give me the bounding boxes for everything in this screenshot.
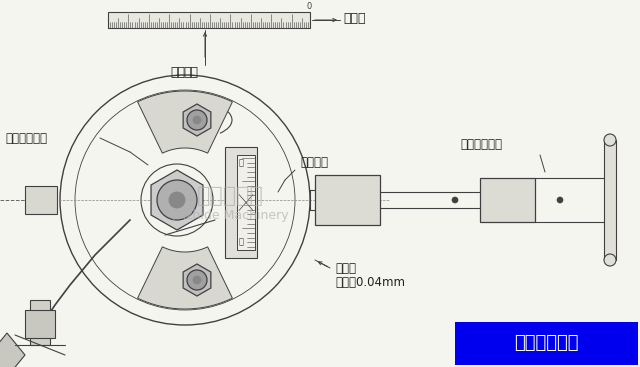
Text: 送距固定螺丝: 送距固定螺丝 (5, 131, 47, 145)
Circle shape (187, 110, 207, 130)
Bar (315, 175, 380, 225)
Circle shape (193, 276, 201, 284)
Text: 刻度环: 刻度环 (335, 262, 356, 275)
Text: 调整螺杆: 调整螺杆 (300, 156, 328, 168)
Circle shape (452, 197, 458, 203)
Text: Jinzhide Machinery: Jinzhide Machinery (171, 210, 289, 222)
Polygon shape (138, 91, 232, 153)
Bar (604, 140, 616, 260)
Text: 刻划: 刻划 (183, 65, 198, 79)
Text: 送距调整扳手: 送距调整扳手 (460, 138, 502, 152)
Text: －: － (239, 159, 244, 167)
Bar (455, 322, 638, 365)
Circle shape (157, 180, 197, 220)
Text: 游标尺: 游标尺 (343, 12, 365, 25)
Text: 刻划: 刻划 (170, 66, 185, 80)
Text: 0: 0 (307, 2, 312, 11)
Circle shape (604, 134, 616, 146)
Text: 送料步距调整: 送料步距调整 (514, 334, 579, 352)
Circle shape (604, 254, 616, 266)
Bar (237, 155, 255, 250)
Bar (108, 12, 310, 28)
Bar (480, 178, 535, 222)
Polygon shape (0, 333, 25, 367)
Polygon shape (138, 247, 232, 309)
Circle shape (169, 192, 185, 208)
Bar (25, 186, 57, 214)
Text: 普志德机械: 普志德机械 (196, 186, 264, 206)
Bar (25, 310, 55, 338)
Circle shape (187, 270, 207, 290)
Polygon shape (183, 104, 211, 136)
Text: ＋: ＋ (239, 237, 244, 247)
Polygon shape (151, 170, 203, 230)
Polygon shape (183, 264, 211, 296)
Text: 一小格0.04mm: 一小格0.04mm (335, 276, 405, 288)
Circle shape (193, 116, 201, 124)
Circle shape (169, 192, 185, 208)
Circle shape (557, 197, 563, 203)
Bar (225, 147, 257, 258)
Bar (30, 300, 50, 345)
Circle shape (163, 186, 191, 214)
